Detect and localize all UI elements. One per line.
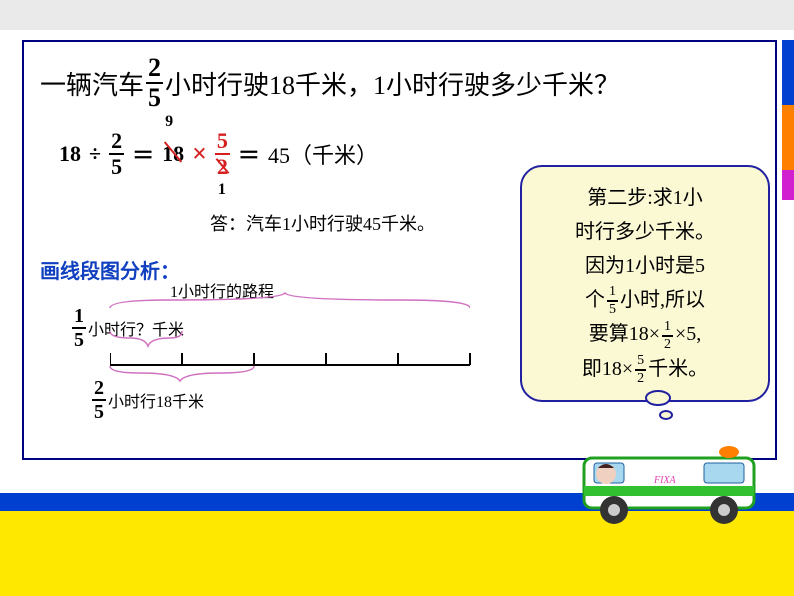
multiply-sign: ×	[192, 139, 207, 169]
bubble-tail	[638, 390, 678, 430]
equation-row: 18 ÷ 2 5 ＝ 9 18 × 5 2 1 ＝ 45（千米）	[55, 130, 382, 178]
eq-frac-1: 2 5	[109, 130, 124, 178]
question-suffix: 小时行驶18千米，1小时行驶多少千米？	[165, 65, 620, 102]
top-decoration	[0, 0, 794, 30]
answer-text: 答：汽车1小时行驶45千米。	[210, 210, 435, 236]
line-diagram: 1小时行的路程 1 5 小时行？千米 2 5 小时行18千米	[50, 260, 470, 440]
question-fraction: 2 5	[146, 55, 163, 111]
eq-frac-2: 5 2 1	[215, 130, 230, 178]
simplify-bot: 1	[218, 182, 226, 198]
explanation-bubble: 第二步:求1小 时行多少千米。 因为1小时是5 个15小时,所以 要算18×12…	[520, 165, 770, 402]
question-prefix: 一辆汽车	[40, 65, 144, 102]
ambulance-icon: FIXA	[554, 438, 774, 528]
two-fifth-row: 2 5 小时行18千米	[90, 378, 204, 422]
simplify-top: 9	[165, 113, 173, 131]
right-stripes	[782, 40, 794, 200]
svg-text:FIXA: FIXA	[653, 475, 677, 486]
question-text: 一辆汽车 2 5 小时行驶18千米，1小时行驶多少千米？	[40, 55, 620, 111]
